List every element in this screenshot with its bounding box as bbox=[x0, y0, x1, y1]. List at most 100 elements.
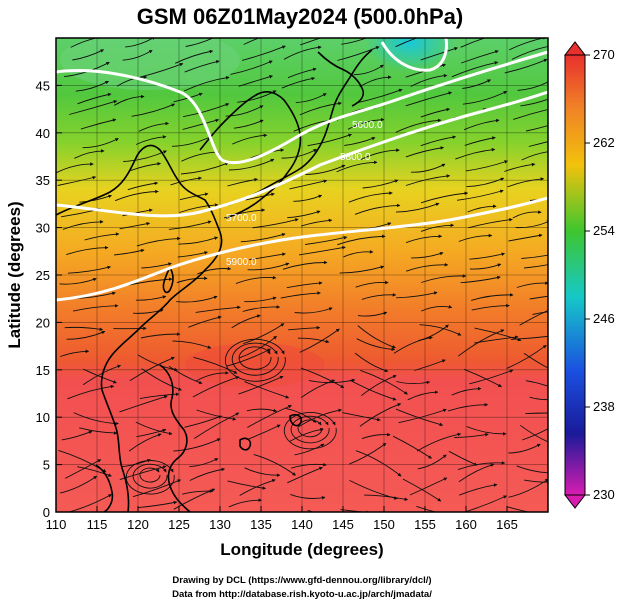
streamline bbox=[410, 163, 446, 173]
streamline bbox=[135, 421, 173, 436]
contour-labels: 5600.0 5800.0 5700.0 5900.0 bbox=[226, 120, 383, 268]
streamline bbox=[504, 58, 548, 74]
streamline bbox=[243, 38, 261, 45]
warm-vortex bbox=[185, 343, 325, 387]
streamline bbox=[233, 119, 264, 129]
streamline bbox=[281, 149, 318, 159]
streamline bbox=[357, 325, 396, 349]
streamline bbox=[525, 125, 548, 132]
streamline bbox=[337, 46, 380, 61]
streamline bbox=[405, 174, 451, 186]
streamline bbox=[189, 467, 226, 481]
streamline bbox=[188, 315, 222, 328]
streamline bbox=[405, 262, 449, 272]
vortex-streamline bbox=[283, 411, 337, 450]
streamline bbox=[138, 500, 178, 509]
streamline bbox=[523, 352, 548, 369]
streamline bbox=[243, 323, 285, 345]
colorbar-tick-label: 230 bbox=[593, 487, 615, 502]
streamline bbox=[235, 275, 277, 285]
streamline bbox=[469, 252, 506, 260]
streamline bbox=[130, 162, 161, 172]
credit-data: Data from http://database.rish.kyoto-u.a… bbox=[172, 589, 432, 600]
streamline bbox=[253, 454, 296, 476]
streamline bbox=[173, 488, 216, 510]
streamline bbox=[289, 427, 324, 442]
streamline bbox=[193, 412, 240, 439]
streamline bbox=[141, 368, 182, 391]
streamline bbox=[417, 454, 447, 470]
streamline bbox=[184, 60, 220, 73]
streamline bbox=[468, 217, 513, 229]
streamline bbox=[395, 202, 440, 213]
streamline bbox=[129, 356, 175, 381]
streamline bbox=[529, 295, 548, 300]
streamline bbox=[79, 194, 112, 203]
colorbar-scale bbox=[564, 54, 586, 496]
vortex-streamline bbox=[238, 346, 272, 370]
y-tick-label: 25 bbox=[36, 268, 50, 283]
streamline bbox=[298, 245, 346, 256]
plot-area: 5600.0 5800.0 5700.0 5900.0 bbox=[56, 38, 548, 512]
streamline bbox=[244, 467, 281, 478]
colorbar-tick-label: 238 bbox=[593, 399, 615, 414]
streamline bbox=[72, 49, 105, 61]
streamline bbox=[241, 45, 286, 61]
streamline bbox=[281, 76, 316, 89]
streamline bbox=[337, 234, 386, 246]
streamline bbox=[343, 250, 374, 258]
streamline bbox=[512, 210, 542, 219]
streamline bbox=[407, 390, 439, 401]
x-tick-label: 145 bbox=[332, 517, 354, 532]
x-tick-label: 115 bbox=[87, 517, 108, 532]
streamline bbox=[60, 475, 98, 494]
streamline bbox=[517, 81, 548, 91]
streamline bbox=[195, 305, 241, 313]
streamline bbox=[184, 415, 223, 428]
streamline bbox=[231, 314, 261, 329]
streamline bbox=[119, 221, 151, 230]
streamline bbox=[339, 265, 385, 274]
streamline bbox=[507, 177, 545, 188]
streamline bbox=[300, 367, 345, 389]
streamline bbox=[458, 233, 493, 242]
streamline bbox=[454, 432, 489, 438]
vortex-streamline bbox=[224, 338, 286, 382]
streamline bbox=[173, 438, 221, 452]
streamline bbox=[353, 64, 384, 76]
vortex-streamline bbox=[290, 415, 330, 444]
streamline bbox=[245, 192, 275, 201]
credit-drawing: Drawing by DCL (https://www.gfd-dennou.o… bbox=[172, 575, 431, 586]
streamline bbox=[122, 208, 153, 217]
streamline bbox=[395, 118, 442, 133]
streamline bbox=[60, 349, 90, 357]
streamline bbox=[196, 409, 237, 421]
streamline bbox=[410, 73, 448, 87]
streamline bbox=[466, 426, 507, 436]
streamline bbox=[67, 265, 111, 274]
streamline bbox=[249, 252, 286, 261]
vortex-streamline bbox=[231, 342, 279, 376]
streamline bbox=[459, 483, 498, 496]
y-axis-label: Latitude (degrees) bbox=[5, 201, 24, 348]
streamline bbox=[83, 368, 117, 384]
streamline bbox=[72, 303, 119, 312]
streamline bbox=[525, 412, 548, 415]
streamline bbox=[460, 38, 487, 48]
streamline bbox=[516, 465, 548, 474]
streamline bbox=[420, 223, 455, 232]
streamline bbox=[244, 296, 277, 303]
x-tick-label: 150 bbox=[373, 517, 395, 532]
colorbar-bottom-arrow bbox=[563, 494, 587, 509]
vortex-streamline bbox=[132, 463, 168, 489]
streamline bbox=[469, 369, 514, 385]
streamline bbox=[62, 220, 104, 230]
streamline bbox=[508, 443, 541, 454]
streamline bbox=[56, 162, 94, 174]
streamline bbox=[336, 160, 378, 173]
streamline bbox=[195, 371, 229, 382]
streamline bbox=[128, 433, 162, 452]
streamline bbox=[77, 92, 112, 105]
streamline bbox=[242, 305, 281, 312]
streamline bbox=[180, 162, 229, 175]
